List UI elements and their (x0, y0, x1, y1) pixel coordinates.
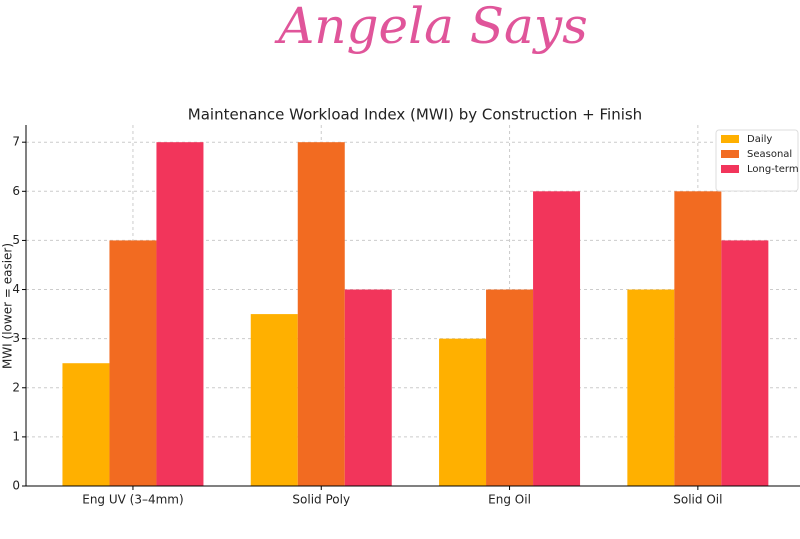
bar (533, 191, 581, 486)
legend-swatch (721, 150, 739, 158)
y-tick-label: 2 (12, 380, 20, 394)
x-tick-label: Eng UV (3–4mm) (82, 493, 183, 507)
legend-label: Daily (747, 134, 772, 145)
bar (250, 314, 298, 486)
bar (297, 142, 345, 486)
bar (439, 338, 487, 486)
legend-label: Long-term (747, 164, 799, 175)
y-axis-label: MWI (lower = easier) (1, 243, 15, 369)
y-tick-label: 5 (12, 233, 20, 247)
x-tick-label: Eng Oil (488, 493, 531, 507)
y-tick-label: 7 (12, 135, 20, 149)
bar (627, 289, 675, 486)
chart-title: Maintenance Workload Index (MWI) by Cons… (188, 106, 642, 124)
bar (674, 191, 722, 486)
x-tick-label: Solid Oil (673, 493, 722, 507)
y-tick-label: 0 (12, 479, 20, 493)
bar (721, 240, 769, 486)
bar (156, 142, 204, 486)
legend-swatch (721, 165, 739, 173)
bar (344, 289, 392, 486)
legend-label: Seasonal (747, 149, 792, 160)
y-tick-label: 4 (12, 282, 20, 296)
bar (62, 363, 110, 486)
bar (486, 289, 534, 486)
y-tick-label: 3 (12, 331, 20, 345)
site-title: Angela Says (274, 0, 588, 55)
y-tick-label: 6 (12, 184, 20, 198)
y-tick-label: 1 (12, 429, 20, 443)
bar (109, 240, 157, 486)
legend-box (715, 129, 799, 192)
x-tick-label: Solid Poly (292, 493, 350, 507)
legend-swatch (721, 135, 739, 143)
